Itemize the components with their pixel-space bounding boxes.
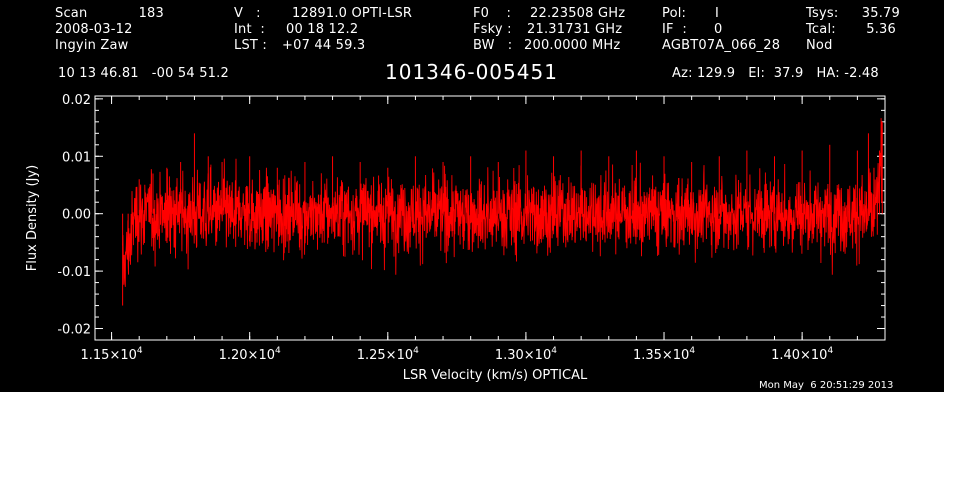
x-tick-label: 1.35×104: [633, 346, 695, 363]
bandwidth-label: BW :: [473, 38, 513, 53]
spectrum-chart: -0.02 -0.01 0.00 0.01 0.02 1.15×104 1.20×104 1.…: [25, 93, 886, 383]
velocity-value: 12891.0 OPTI-LSR: [292, 6, 413, 21]
polarization-label: Pol:: [662, 6, 687, 21]
plot-timestamp: Mon May 6 20:51:29 2013: [759, 380, 894, 391]
scan-label: Scan: [55, 6, 88, 21]
plot-panel: Scan 183 2008-03-12 Ingyin Zaw V : 12891…: [0, 0, 944, 392]
velocity-label: V :: [234, 6, 261, 21]
sky-frequency-value: 21.31731 GHz: [527, 22, 623, 37]
observing-mode: Nod: [806, 38, 833, 53]
observation-date: 2008-03-12: [55, 22, 133, 37]
observer-name: Ingyin Zaw: [55, 38, 129, 53]
scan-number: 183: [138, 6, 164, 21]
x-tick-label: 1.15×104: [81, 346, 143, 363]
y-tick-label: -0.01: [57, 265, 91, 280]
y-tick-label: 0.01: [62, 150, 91, 165]
rest-frequency-value: 22.23508 GHz: [530, 6, 626, 21]
project-id: AGBT07A_066_28: [662, 38, 781, 53]
x-tick-label: 1.40×104: [771, 346, 833, 363]
az-el-ha: Az: 129.9 El: 37.9 HA: -2.48: [672, 66, 879, 81]
tcal-value: 5.36: [866, 22, 896, 37]
bandwidth-value: 200.0000 MHz: [524, 38, 621, 53]
sky-frequency-label: Fsky :: [473, 22, 512, 37]
tcal-label: Tcal:: [806, 22, 836, 37]
y-tick-label: -0.02: [57, 323, 91, 338]
source-coordinates: 10 13 46.81 -00 54 51.2: [58, 66, 229, 81]
y-axis-title: Flux Density (Jy): [25, 165, 40, 271]
x-axis-title: LSR Velocity (km/s) OPTICAL: [403, 368, 588, 383]
rest-frequency-label: F0 :: [473, 6, 512, 21]
if-value: 0: [714, 22, 723, 37]
tsys-label: Tsys:: [806, 6, 839, 21]
polarization-value: I: [715, 6, 720, 21]
if-label: IF :: [662, 22, 687, 37]
plot-frame: [94, 95, 886, 341]
source-name: 101346-005451: [385, 60, 558, 84]
y-tick-label: 0.00: [62, 208, 91, 223]
x-tick-label: 1.25×104: [357, 346, 419, 363]
integration-value: 00 18 12.2: [286, 22, 359, 37]
tsys-value: 35.79: [861, 6, 900, 21]
spectrum-trace: [122, 118, 883, 287]
lst-label: LST :: [234, 38, 267, 53]
integration-label: Int :: [234, 22, 266, 37]
lst-value: +07 44 59.3: [282, 38, 366, 53]
x-tick-label: 1.30×104: [495, 346, 557, 363]
y-tick-label: 0.02: [62, 93, 91, 108]
x-tick-label: 1.20×104: [219, 346, 281, 363]
